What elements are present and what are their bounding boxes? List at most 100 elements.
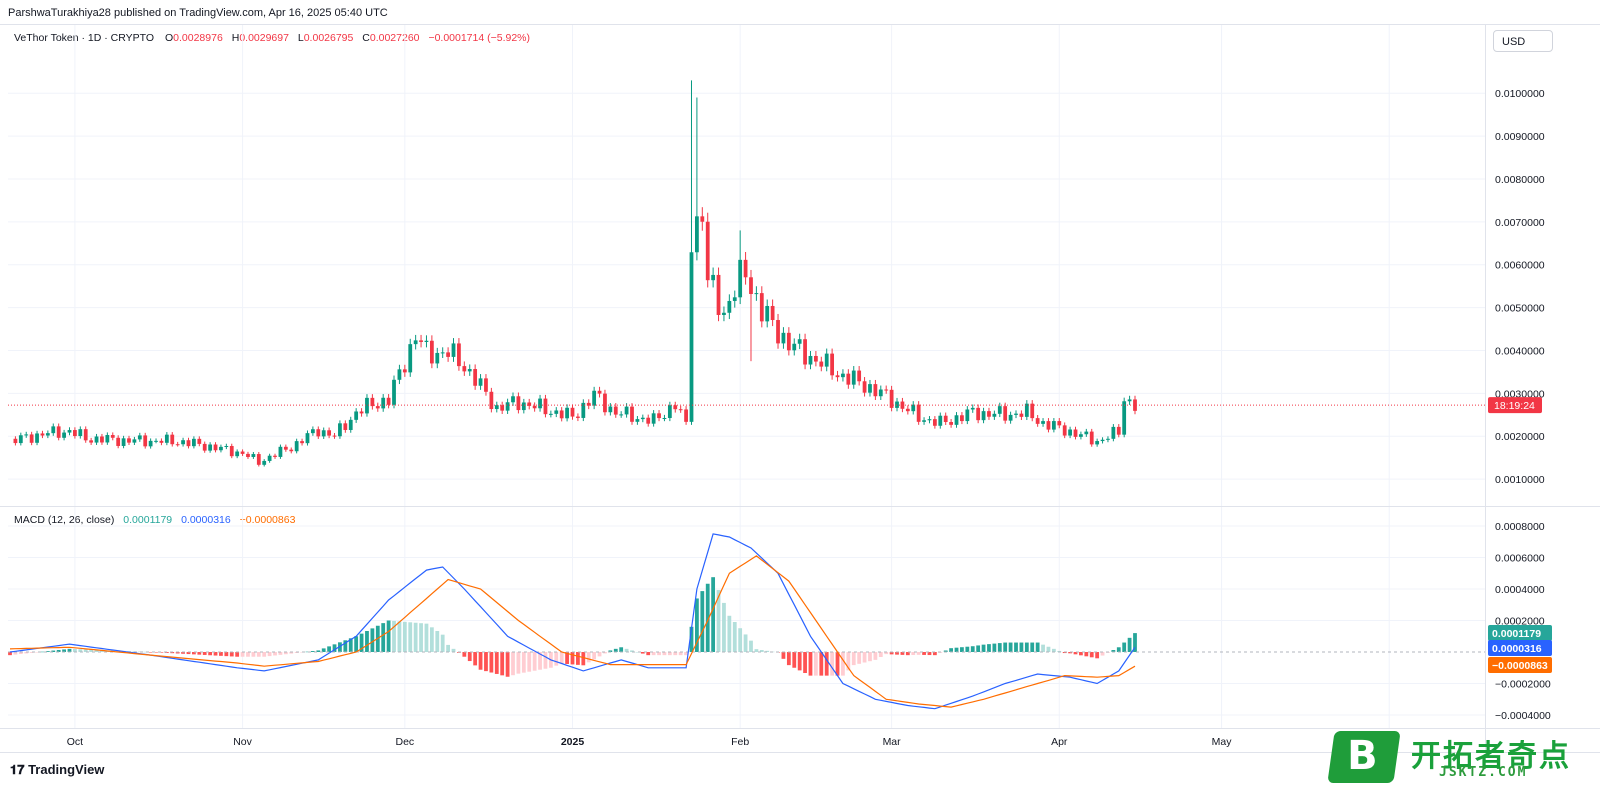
histogram-bar — [662, 652, 667, 656]
histogram-bar — [700, 591, 705, 652]
histogram-bar — [386, 620, 391, 652]
histogram-bar — [94, 649, 99, 652]
candle-body — [538, 398, 542, 409]
candle-body — [635, 419, 640, 422]
histogram-bar — [83, 649, 88, 652]
price-tick-label: 0.0060000 — [1495, 260, 1545, 272]
macd-tick-label: 0.0006000 — [1495, 553, 1545, 565]
candle-body — [24, 434, 29, 436]
candle-body — [597, 390, 602, 394]
candle-body — [657, 413, 661, 419]
candle-body — [797, 339, 802, 344]
histogram-bar — [29, 652, 34, 653]
histogram-bar — [868, 652, 872, 662]
histogram-bar — [1068, 652, 1072, 654]
candle-body — [1079, 434, 1083, 437]
candle-body — [570, 407, 575, 417]
currency-button[interactable]: USD — [1493, 30, 1553, 52]
histogram-bar — [803, 652, 807, 673]
candle-body — [397, 369, 402, 380]
histogram-bar — [148, 652, 153, 653]
histogram-bar — [408, 622, 413, 652]
histogram-bar — [732, 621, 737, 652]
candle-body — [884, 389, 889, 391]
candle-body — [862, 381, 867, 393]
candle-body — [197, 438, 202, 444]
price-tick-label: 0.0040000 — [1495, 345, 1545, 357]
candle-body — [889, 389, 894, 408]
candle-body — [938, 415, 943, 426]
symbol-name[interactable]: VeThor Token · 1D · CRYPTO — [14, 32, 155, 44]
candle-body — [684, 409, 688, 422]
histogram-bar — [603, 652, 607, 654]
candle-body — [770, 305, 775, 321]
candle-body — [1008, 414, 1013, 421]
candle-body — [1111, 426, 1116, 439]
histogram-bar — [18, 652, 23, 655]
histogram-bar — [370, 628, 375, 652]
histogram-bar — [224, 652, 229, 657]
candle-body — [808, 355, 813, 365]
histogram-bar — [987, 644, 991, 652]
time-tick-label: May — [1212, 736, 1233, 748]
candle-body — [749, 277, 753, 294]
candle-body — [792, 343, 797, 351]
candle-body — [689, 252, 694, 422]
candle-body — [154, 440, 158, 442]
histogram-bar — [830, 652, 835, 676]
candle-body — [148, 440, 153, 447]
candle-body — [705, 221, 710, 281]
histogram-bar — [738, 628, 743, 652]
candle-body — [121, 438, 126, 446]
candle-body — [630, 406, 634, 422]
histogram-bar — [462, 652, 467, 657]
macd-value-label: 0.0001179 — [1492, 628, 1541, 640]
candle-body — [175, 444, 180, 446]
histogram-bar — [1014, 642, 1018, 652]
candle-body — [267, 455, 272, 461]
histogram-bar — [911, 652, 916, 655]
candle-body — [143, 435, 148, 447]
histogram-bar — [51, 650, 56, 652]
candle-body — [462, 366, 467, 372]
candle-body — [824, 353, 829, 367]
candle-body — [127, 438, 131, 443]
candle-body — [164, 434, 169, 443]
candle-body — [327, 430, 332, 436]
candle-body — [954, 415, 959, 425]
candle-body — [343, 423, 348, 430]
histogram-bar — [429, 627, 434, 652]
histogram-bar — [581, 652, 586, 666]
candle-body — [100, 436, 104, 443]
price-labels: 18:19:24 0.0001179 0.0000316 −0.0000863 — [8, 397, 1552, 673]
candle-body — [851, 370, 856, 385]
candle-body — [73, 430, 77, 437]
candle-body — [581, 402, 586, 418]
histogram-bar — [137, 651, 142, 653]
candle-body — [413, 340, 418, 345]
candle-body — [305, 433, 310, 444]
histogram-bar — [451, 648, 456, 652]
candle-body — [813, 355, 818, 362]
candle-body — [1089, 431, 1094, 445]
candle-body — [1035, 418, 1040, 424]
tradingview-logo[interactable]: 𝟏𝟕 TradingView — [10, 762, 104, 778]
candle-body — [949, 422, 953, 425]
candle-body — [1073, 429, 1078, 437]
histogram-bar — [424, 623, 429, 652]
candlestick-series — [13, 80, 1137, 467]
histogram-bar — [635, 652, 640, 653]
candle-body — [1030, 403, 1035, 419]
histogram-bar — [321, 648, 326, 652]
price-tick-label: 0.0050000 — [1495, 303, 1545, 315]
candle-body — [521, 402, 526, 411]
candle-body — [857, 370, 862, 382]
candle-body — [229, 445, 234, 457]
time-tick-label: Dec — [395, 736, 414, 748]
macd-name[interactable]: MACD (12, 26, close) — [14, 514, 115, 526]
histogram-bar — [943, 650, 948, 652]
candle-body — [819, 361, 824, 367]
candle-body — [45, 433, 50, 436]
candle-body — [1014, 413, 1018, 415]
